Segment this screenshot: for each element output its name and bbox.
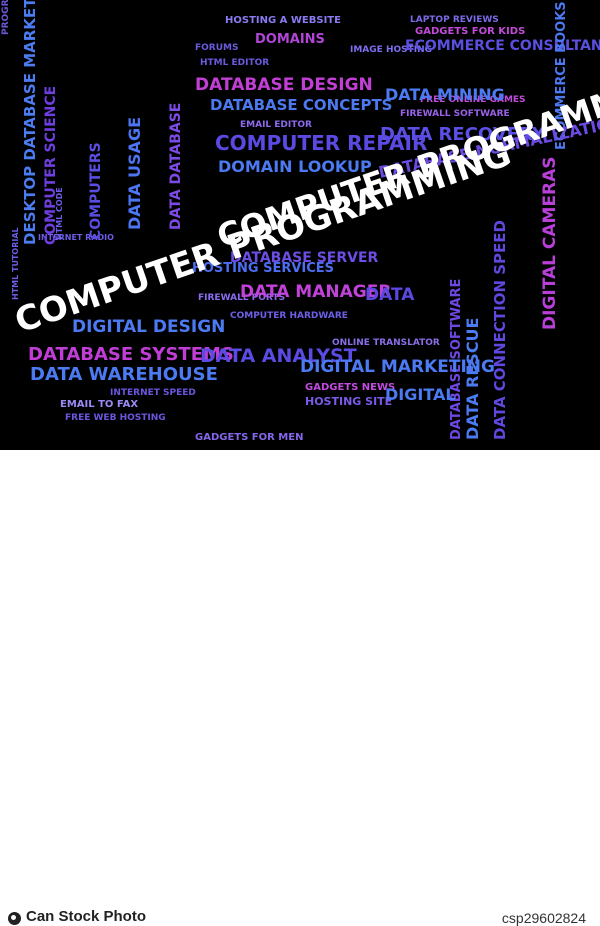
word-data: DATA (365, 285, 415, 305)
filler-word: FREE ONLINE GAMES (420, 95, 526, 105)
filler-word: HOSTING SITE (305, 395, 392, 408)
word-digital-marketing: DIGITAL MARKETING (300, 357, 495, 377)
word-data-recovery: DATA RECOVERY (380, 124, 546, 145)
word-data-warehouse: DATA WAREHOUSE (30, 364, 218, 385)
filler-word: INTERNET RADIO (38, 233, 114, 242)
image-id: csp29602824 (501, 910, 586, 926)
vertical-word: DESKTOP DATABASE MARKETING (21, 0, 39, 245)
filler-word: FORUMS (195, 43, 238, 53)
filler-word: EMAIL EDITOR (240, 120, 312, 130)
vertical-word: DATA DATABASE (168, 103, 184, 230)
vertical-word: DATA CONNECTION SPEED (491, 220, 509, 440)
filler-word: FIREWALL PORTS (198, 293, 285, 303)
filler-word: HOSTING SERVICES (192, 261, 334, 276)
vertical-word: DATA RESCUE (463, 318, 482, 440)
filler-word: DOMAINS (255, 32, 325, 47)
footer: Can Stock Photo csp29602824 (0, 450, 600, 926)
word-digital-design: DIGITAL DESIGN (72, 317, 225, 337)
vertical-word: ECOMMERCE BOOKS (554, 1, 569, 150)
word-cloud-image: PROGRAMMING HOSTING A WEBSITE LAPTOP REV… (0, 0, 600, 450)
filler-word: LAPTOP REVIEWS (410, 15, 499, 25)
filler-word: IMAGE HOSTING (350, 45, 432, 55)
vertical-word: COMPUTERS (88, 142, 104, 240)
filler-word: HTML EDITOR (200, 58, 269, 68)
filler-word: FIREWALL SOFTWARE (400, 109, 510, 119)
filler-word: GADGETS FOR KIDS (415, 26, 525, 37)
filler-word: PROGRAMMING (1, 0, 11, 35)
vertical-word: DIGITAL CAMERAS (540, 156, 560, 330)
filler-word: HTML TUTORIAL (11, 227, 20, 300)
word-data-mining: DATA MINING (385, 85, 505, 104)
word-database-server: DATABASE SERVER (230, 250, 379, 266)
word-data-manager: DATA MANAGER (240, 282, 391, 302)
filler-word: HTML CODE (55, 187, 64, 240)
brand-name: Can Stock Photo (26, 908, 147, 925)
logo-icon (8, 912, 21, 925)
filler-word: HOSTING A WEBSITE (225, 15, 341, 26)
word-computer-repair: COMPUTER REPAIR (215, 131, 427, 155)
filler-word: GADGETS NEWS (305, 382, 395, 393)
filler-word: ONLINE TRANSLATOR (332, 338, 440, 348)
word-database-systems: DATABASE SYSTEMS (28, 344, 234, 365)
filler-word: COMPUTER HARDWARE (230, 311, 348, 321)
word-cloud-svg: PROGRAMMING HOSTING A WEBSITE LAPTOP REV… (1, 0, 600, 443)
vertical-word: DATABASE SOFTWARE (449, 279, 464, 440)
word-domain-lookup: DOMAIN LOOKUP (218, 157, 372, 176)
filler-word: FREE WEB HOSTING (65, 413, 166, 423)
word-data-analyst: DATA ANALYST (200, 345, 357, 367)
filler-word: EMAIL TO FAX (60, 399, 138, 410)
filler-word: GADGETS FOR MEN (195, 432, 303, 443)
vertical-word: COMPUTER SCIENCE (43, 86, 59, 245)
filler-word: ECOMMERCE CONSULTANT (405, 38, 600, 54)
word-digital: DIGITAL (385, 385, 456, 404)
word-database-design: DATABASE DESIGN (195, 75, 373, 95)
filler-word: INTERNET SPEED (110, 388, 196, 398)
word-database-concepts: DATABASE CONCEPTS (210, 96, 392, 114)
vertical-word: DATA USAGE (125, 117, 144, 230)
